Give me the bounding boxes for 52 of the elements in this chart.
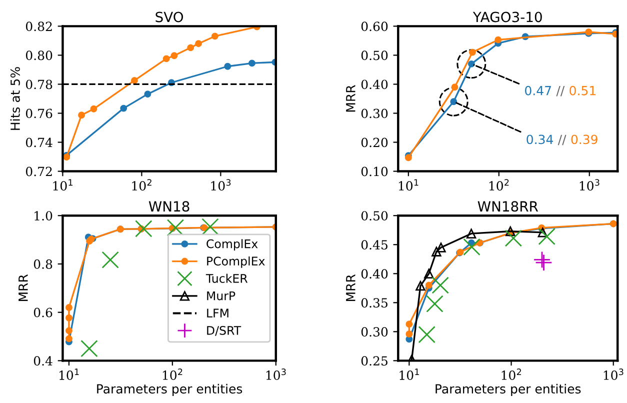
x-axis-title: Parameters per entities	[436, 384, 581, 396]
legend-label: D/SRT	[207, 326, 242, 336]
y-axis-title: MRR	[346, 85, 356, 112]
legend-label: ComplEx	[206, 239, 258, 251]
y-tick-label: 0.8	[34, 259, 52, 269]
y-axis-title: Hits at 5%	[10, 67, 20, 130]
chart-title: WN18	[148, 201, 190, 212]
legend-label: PComplEx	[207, 256, 265, 268]
y-tick-label: 0.4	[34, 356, 52, 366]
y-tick-label: 0.72	[26, 166, 52, 176]
y-tick-label: 0.60	[361, 22, 388, 32]
x-tick-label: 10$^{1}$	[53, 179, 72, 191]
annotation: 0.34 // 0.39	[526, 134, 598, 146]
y-tick-label: 0.74	[26, 138, 52, 148]
x-tick-label: 10$^{1}$	[398, 179, 418, 191]
legend-label: LFM	[207, 308, 228, 318]
y-tick-label: 0.40	[361, 269, 388, 279]
annotation: 0.47 // 0.51	[525, 86, 596, 96]
chart-title: YAGO3-10	[472, 12, 542, 22]
x-tick-label: 10$^{1}$	[400, 368, 419, 380]
x-tick-label: 10$^{3}$	[211, 179, 231, 191]
x-tick-label: 10$^{2}$	[489, 179, 509, 191]
y-tick-label: 0.80	[26, 50, 52, 60]
x-tick-label: 10$^{1}$	[59, 368, 79, 380]
chart-title: SVO	[156, 12, 184, 22]
y-tick-label: 0.76	[26, 108, 52, 118]
y-tick-label: 1.0	[34, 211, 52, 221]
x-tick-label: 10$^{2}$	[162, 368, 182, 380]
y-tick-label: 0.30	[361, 327, 388, 337]
y-tick-label: 0.6	[34, 308, 52, 318]
x-tick-label: 10$^{2}$	[132, 179, 152, 191]
x-tick-label: 10$^{2}$	[502, 368, 521, 380]
y-tick-label: 0.50	[361, 50, 388, 60]
y-tick-label: 0.45	[361, 240, 388, 250]
x-tick-label: 10$^{3}$	[604, 368, 624, 380]
legend-label: TuckER	[206, 274, 248, 283]
y-tick-label: 0.10	[361, 166, 388, 176]
y-tick-label: 0.35	[361, 298, 388, 308]
y-tick-label: 0.20	[361, 138, 388, 148]
legend-label: MurP	[207, 291, 236, 300]
y-axis-title: MRR	[346, 274, 356, 301]
y-tick-label: 0.50	[361, 211, 388, 221]
y-axis-title: MRR	[18, 274, 28, 301]
y-tick-label: 0.78	[26, 80, 52, 90]
x-tick-label: 10$^{3}$	[266, 368, 286, 380]
x-tick-label: 10$^{3}$	[580, 179, 600, 191]
y-tick-label: 0.40	[361, 80, 388, 90]
x-axis-title: Parameters per entities	[97, 384, 242, 396]
y-tick-label: 0.25	[361, 356, 388, 366]
chart-title: WN18RR	[478, 201, 538, 212]
y-tick-label: 0.30	[361, 108, 388, 118]
y-tick-label: 0.82	[26, 22, 52, 32]
